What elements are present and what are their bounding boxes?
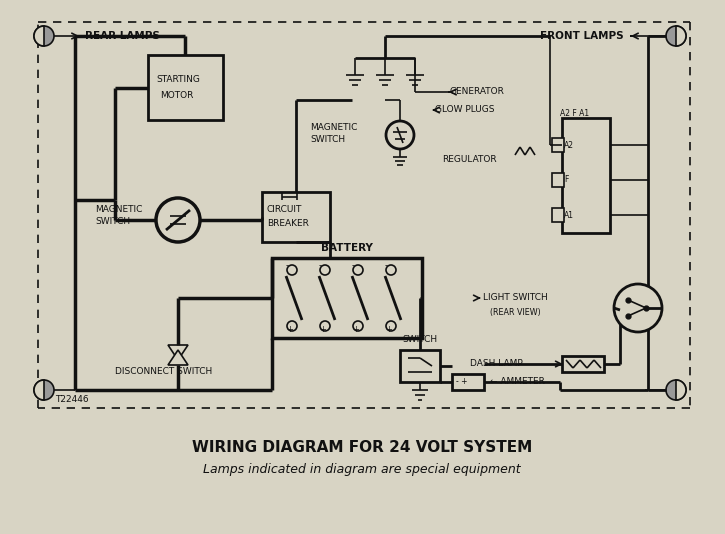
Bar — [262, 192, 330, 242]
Circle shape — [287, 265, 297, 275]
Circle shape — [666, 380, 686, 400]
Wedge shape — [676, 26, 686, 46]
Wedge shape — [34, 26, 44, 46]
Text: -: - — [286, 262, 289, 271]
Text: FRONT LAMPS: FRONT LAMPS — [540, 31, 624, 41]
Text: -: - — [352, 262, 355, 271]
Text: BATTERY: BATTERY — [321, 243, 373, 253]
Wedge shape — [676, 380, 686, 400]
Text: A2 F A1: A2 F A1 — [560, 109, 589, 119]
Circle shape — [386, 321, 396, 331]
Text: GLOW PLUGS: GLOW PLUGS — [435, 106, 494, 114]
Bar — [400, 350, 440, 382]
Text: A1: A1 — [564, 210, 574, 219]
Text: MAGNETIC: MAGNETIC — [95, 206, 142, 215]
Text: - +: - + — [456, 378, 468, 387]
Text: +: + — [385, 326, 392, 334]
Circle shape — [386, 265, 396, 275]
Text: BREAKER: BREAKER — [267, 219, 309, 229]
Text: LIGHT SWITCH: LIGHT SWITCH — [483, 294, 548, 302]
Text: +: + — [319, 326, 326, 334]
Circle shape — [353, 265, 363, 275]
Bar — [562, 118, 610, 233]
Circle shape — [353, 321, 363, 331]
Text: A2: A2 — [564, 140, 574, 150]
Circle shape — [320, 321, 330, 331]
Text: REAR LAMPS: REAR LAMPS — [85, 31, 160, 41]
Text: DASH LAMP: DASH LAMP — [470, 359, 523, 368]
Text: F: F — [564, 176, 568, 185]
Bar — [552, 173, 564, 187]
Text: +: + — [352, 326, 359, 334]
Text: MOTOR: MOTOR — [160, 90, 194, 99]
Circle shape — [666, 26, 686, 46]
Circle shape — [386, 121, 414, 149]
Bar — [552, 138, 564, 152]
Circle shape — [614, 284, 662, 332]
Text: SWITCH: SWITCH — [310, 136, 345, 145]
Wedge shape — [34, 380, 44, 400]
Polygon shape — [168, 350, 188, 365]
Text: DISCONNECT SWITCH: DISCONNECT SWITCH — [115, 367, 212, 376]
Text: GENERATOR: GENERATOR — [450, 88, 505, 97]
Text: SWITCH: SWITCH — [402, 335, 438, 344]
Text: +: + — [286, 326, 293, 334]
Text: SWITCH: SWITCH — [95, 217, 130, 226]
Bar — [562, 356, 604, 372]
Circle shape — [320, 265, 330, 275]
Text: -: - — [319, 262, 322, 271]
Circle shape — [287, 321, 297, 331]
Text: Lamps indicated in diagram are special equipment: Lamps indicated in diagram are special e… — [203, 464, 521, 476]
Polygon shape — [168, 345, 188, 360]
Text: -: - — [385, 262, 388, 271]
Text: WIRING DIAGRAM FOR 24 VOLT SYSTEM: WIRING DIAGRAM FOR 24 VOLT SYSTEM — [192, 441, 532, 456]
Text: ← AMMETER: ← AMMETER — [490, 378, 545, 387]
Circle shape — [34, 380, 54, 400]
Text: STARTING: STARTING — [156, 75, 200, 84]
Text: (REAR VIEW): (REAR VIEW) — [490, 309, 541, 318]
Bar — [272, 258, 422, 338]
Bar — [148, 55, 223, 120]
Bar — [452, 374, 484, 390]
Circle shape — [34, 26, 54, 46]
Text: CIRCUIT: CIRCUIT — [267, 206, 302, 215]
Bar — [552, 208, 564, 222]
Text: MAGNETIC: MAGNETIC — [310, 123, 357, 132]
Circle shape — [156, 198, 200, 242]
Text: REGULATOR: REGULATOR — [442, 155, 497, 164]
Text: T22446: T22446 — [55, 396, 88, 404]
